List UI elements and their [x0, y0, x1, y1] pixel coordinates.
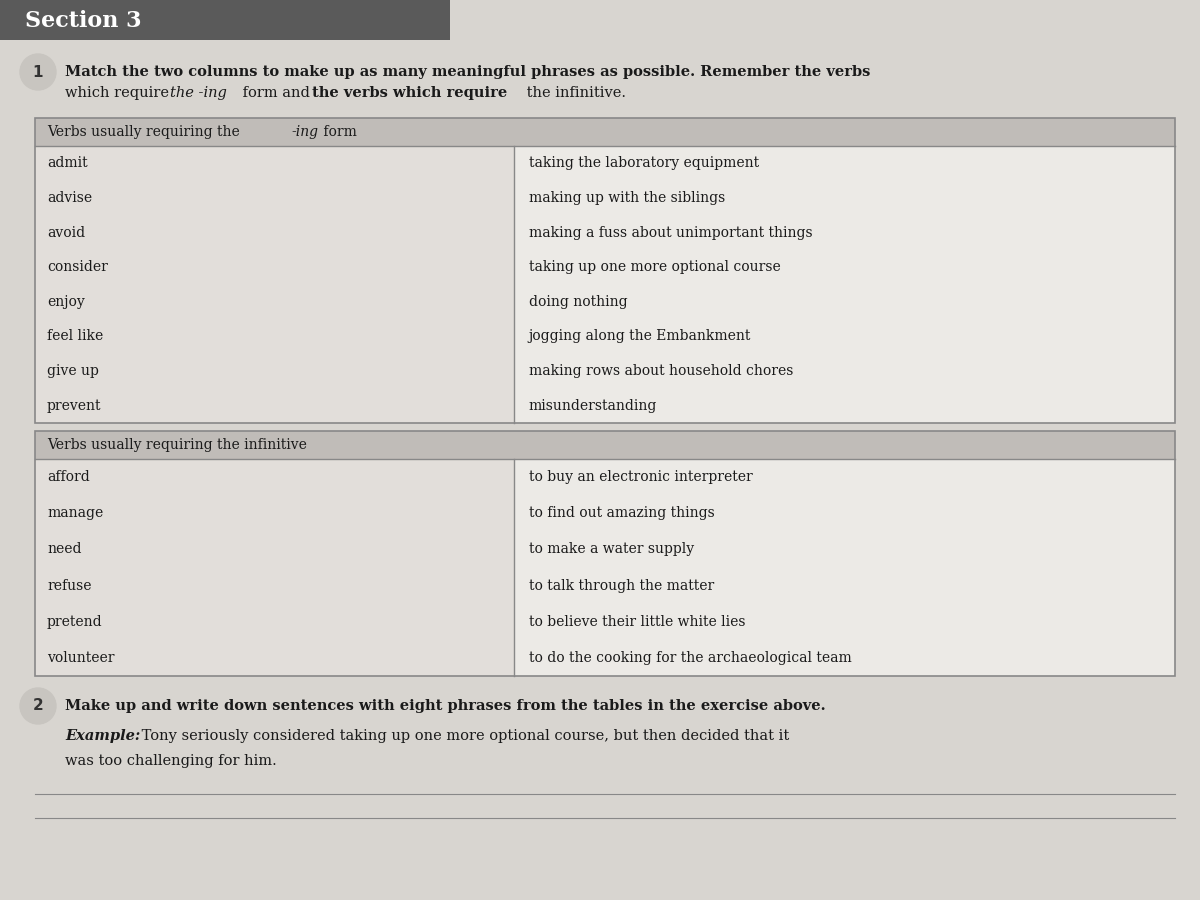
Bar	[514, 146, 1175, 423]
Text: admit: admit	[47, 157, 88, 170]
Bar	[514, 459, 1175, 676]
Text: 1: 1	[32, 65, 43, 79]
Bar	[0, 0, 450, 40]
Text: -ing: -ing	[292, 125, 318, 139]
Text: misunderstanding: misunderstanding	[529, 399, 658, 413]
Text: avoid: avoid	[47, 226, 85, 239]
Bar	[35, 118, 1175, 146]
Text: the infinitive.: the infinitive.	[522, 86, 626, 100]
Text: to talk through the matter: to talk through the matter	[529, 579, 714, 592]
Text: volunteer: volunteer	[47, 651, 114, 665]
Text: to do the cooking for the archaeological team: to do the cooking for the archaeological…	[529, 651, 852, 665]
Text: consider: consider	[47, 260, 108, 274]
Text: jogging along the Embankment: jogging along the Embankment	[529, 329, 751, 344]
Text: form: form	[319, 125, 356, 139]
Text: Verbs usually requiring the: Verbs usually requiring the	[47, 125, 244, 139]
Text: making up with the siblings: making up with the siblings	[529, 191, 725, 205]
Text: making a fuss about unimportant things: making a fuss about unimportant things	[529, 226, 812, 239]
Text: taking the laboratory equipment: taking the laboratory equipment	[529, 157, 758, 170]
Text: making rows about household chores: making rows about household chores	[529, 364, 793, 378]
Text: need: need	[47, 543, 82, 556]
Text: taking up one more optional course: taking up one more optional course	[529, 260, 780, 274]
Text: to believe their little white lies: to believe their little white lies	[529, 615, 745, 629]
Text: pretend: pretend	[47, 615, 103, 629]
Text: the verbs which require: the verbs which require	[312, 86, 508, 100]
Text: was too challenging for him.: was too challenging for him.	[65, 754, 277, 768]
Text: Make up and write down sentences with eight phrases from the tables in the exerc: Make up and write down sentences with ei…	[65, 699, 826, 713]
Text: manage: manage	[47, 506, 103, 520]
Circle shape	[20, 688, 56, 724]
Text: advise: advise	[47, 191, 92, 205]
Text: afford: afford	[47, 470, 90, 484]
Text: Verbs usually requiring the infinitive: Verbs usually requiring the infinitive	[47, 438, 307, 452]
Text: doing nothing: doing nothing	[529, 295, 628, 309]
Bar	[35, 431, 1175, 459]
Text: to find out amazing things: to find out amazing things	[529, 506, 714, 520]
Text: give up: give up	[47, 364, 98, 378]
Bar	[35, 459, 514, 676]
Text: prevent: prevent	[47, 399, 102, 413]
Bar	[35, 118, 1175, 423]
Text: the -ing: the -ing	[170, 86, 227, 100]
Bar	[35, 431, 1175, 676]
Text: to buy an electronic interpreter: to buy an electronic interpreter	[529, 470, 752, 484]
Circle shape	[20, 54, 56, 90]
Text: to make a water supply: to make a water supply	[529, 543, 694, 556]
Text: which require: which require	[65, 86, 174, 100]
Text: feel like: feel like	[47, 329, 103, 344]
Text: form and: form and	[238, 86, 314, 100]
Text: Tony seriously considered taking up one more optional course, but then decided t: Tony seriously considered taking up one …	[137, 729, 790, 743]
Text: refuse: refuse	[47, 579, 91, 592]
Text: Example:: Example:	[65, 729, 140, 743]
Text: Match the two columns to make up as many meaningful phrases as possible. Remembe: Match the two columns to make up as many…	[65, 65, 870, 79]
Text: 2: 2	[32, 698, 43, 714]
Bar	[35, 146, 514, 423]
Text: Section 3: Section 3	[25, 10, 142, 32]
Text: enjoy: enjoy	[47, 295, 85, 309]
